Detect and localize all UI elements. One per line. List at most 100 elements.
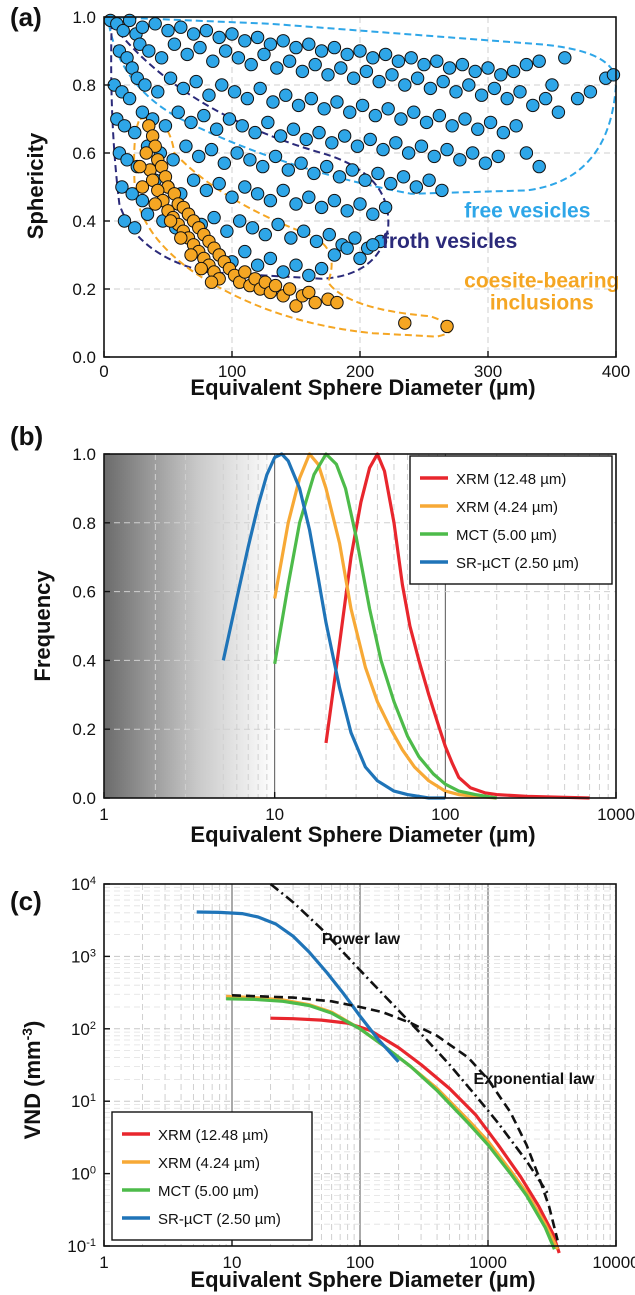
scatter-point-free [299,132,313,147]
x-tick-label-a: 100 [218,362,246,381]
scatter-point-free [309,234,324,249]
scatter-point-free [343,105,357,119]
series-line-b-1 [273,452,497,800]
scatter-point-free [263,193,278,208]
scatter-point-coesite [308,295,322,310]
y-tick-exponent-c: 1 [90,1092,96,1104]
scatter-point-free [225,190,239,204]
y-tick-base-c: 10 [71,1092,90,1111]
scatter-point-free [371,166,385,181]
scatter-point-free [294,156,308,170]
scatter-point-free [174,20,188,34]
y-tick-label-b: 0.4 [72,651,96,670]
x-axis-title-b: Equivalent Sphere Diameter (µm) [190,822,535,847]
scatter-point-free [340,47,354,62]
scatter-point-free [483,115,498,130]
scatter-point-coesite [238,265,252,279]
legend-label-c-1: XRM (4.24 µm) [158,1155,260,1172]
envelope-label-froth-vesicles: froth vesicles [382,230,517,253]
y-tick-base-c: 10 [71,947,90,966]
scatter-point-free [427,149,441,164]
y-axis-title-c-end: ) [20,1021,45,1028]
y-tick-label-b: 0.6 [72,583,96,602]
y-tick-label-b: 1.0 [72,445,96,464]
legend-label-b-1: XRM (4.24 µm) [456,499,558,516]
x-tick-label-c: 100 [346,1253,374,1272]
scatter-point-free [430,54,444,68]
scatter-point-free [532,54,546,68]
scatter-point-free [115,180,129,194]
scatter-point-free [353,44,367,58]
scatter-point-free [258,227,272,242]
scatter-point-free [366,207,380,221]
scatter-point-free [396,170,411,184]
scatter-point-free [295,64,310,79]
scatter-point-free [209,122,224,136]
scatter-point-free [366,51,380,65]
scatter-point-free [355,98,370,113]
scatter-point-free [414,139,429,153]
scatter-point-free [519,146,534,160]
scatter-point-free [245,221,260,235]
series-line-c-2 [226,997,556,1250]
y-tick-label-a: 0.4 [72,212,96,231]
x-tick-label-c: 1000 [469,1253,507,1272]
scatter-point-free [282,54,297,68]
scatter-point-free [135,193,150,208]
scatter-point-free [551,105,566,119]
scatter-point-free [458,112,472,126]
scatter-point-free [176,81,191,96]
scatter-point-free [474,88,489,102]
scatter-point-free [116,23,130,38]
scatter-point-free [422,173,436,187]
scatter-point-free [273,129,288,143]
scatter-point-free [231,51,246,65]
scatter-point-free [235,119,249,133]
scatter-point-free [583,85,598,99]
y-tick-label-c: 104 [71,875,96,894]
scatter-point-free [519,57,534,72]
scatter-point-free [496,125,511,140]
scatter-panel: (a) Sphericity Equivalent Sphere Diamete… [10,2,630,400]
scatter-point-free [302,190,316,204]
scatter-point-free [334,61,348,75]
scatter-point-free [410,71,425,85]
y-tick-label-a: 0.2 [72,280,96,299]
x-tick-label-c: 10000 [592,1253,635,1272]
legend-label-b-3: SR-µCT (2.50 µm) [456,555,579,572]
scatter-point-free [218,44,233,58]
scatter-point-free [261,115,275,130]
scatter-point-free [570,91,585,106]
plot-frame-b [103,453,617,799]
scatter-point-free [366,238,380,252]
y-tick-exponent-c: 3 [90,947,96,959]
scatter-point-free [436,74,450,89]
scatter-point-free [327,193,342,208]
scatter-point-free [268,149,283,164]
series-line-c-3 [196,910,400,1063]
scatter-point-free [312,125,326,140]
scatter-point-free [217,156,232,170]
scatter-point-free [154,51,169,65]
scatter-point-free [462,78,476,92]
scatter-point-free [289,197,303,211]
scatter-point-free [250,30,265,45]
scatter-point-free [327,40,342,55]
scatter-point-free [238,34,252,48]
scatter-point-free [276,265,290,279]
scatter-point-free [302,268,316,283]
scatter-point-free [478,156,493,170]
scatter-point-free [471,122,485,136]
scatter-point-free [407,105,421,119]
scatter-point-free [372,74,386,89]
scatter-point-free [381,102,395,116]
y-tick-label-c: 10-1 [67,1237,96,1256]
fit-line-dash-dot [269,882,551,1197]
scatter-point-free [281,163,296,177]
scatter-point-free [487,81,502,96]
scatter-point-free [263,37,278,51]
y-tick-label-c: 101 [71,1092,96,1111]
scatter-point-free [135,105,150,119]
scatter-point-free [491,149,505,164]
y-tick-label-b: 0.2 [72,720,96,739]
